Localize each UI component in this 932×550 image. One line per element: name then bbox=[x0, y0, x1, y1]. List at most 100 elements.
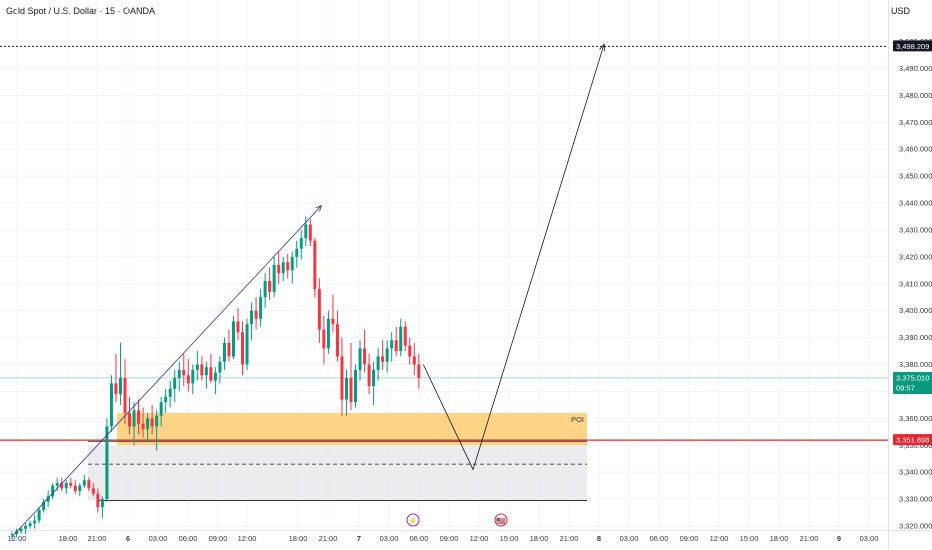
current-price-tag-text: 3,375.010 bbox=[896, 373, 929, 382]
drawings[interactable] bbox=[11, 43, 606, 538]
candle-body bbox=[403, 326, 407, 346]
poi-label: POI bbox=[571, 415, 584, 424]
price-tick-label: 3,380.000 bbox=[899, 360, 932, 369]
candle-body bbox=[390, 340, 394, 349]
candle-body bbox=[105, 426, 109, 500]
trendline-arrowhead bbox=[315, 205, 322, 212]
candle-body bbox=[394, 340, 398, 352]
candle-body bbox=[91, 488, 95, 494]
target-price-tag bbox=[893, 40, 932, 52]
candle-body bbox=[412, 356, 416, 365]
price-tick-label: 3,390.000 bbox=[899, 333, 932, 342]
candle-body bbox=[24, 526, 28, 529]
candle-body bbox=[159, 402, 163, 416]
candle-body bbox=[150, 418, 154, 427]
candle-body bbox=[372, 369, 376, 387]
candle-body bbox=[381, 356, 385, 362]
candle-body bbox=[168, 388, 172, 397]
events[interactable]: ⚡ 🇺🇸 bbox=[406, 513, 508, 527]
time-tick-label: 21:00 bbox=[319, 534, 338, 543]
lightning-event-icon-ring bbox=[406, 513, 420, 527]
time-tick-label: 18:00 bbox=[530, 534, 549, 543]
price-tick-label: 3,470.000 bbox=[899, 118, 932, 127]
lower-zone-box bbox=[88, 445, 587, 501]
candle-body bbox=[182, 369, 186, 376]
lightning-event-icon[interactable]: ⚡ bbox=[406, 513, 420, 527]
us-flag-event-icon[interactable]: 🇺🇸 bbox=[494, 513, 508, 527]
candle-body bbox=[64, 482, 68, 489]
time-tick-label: 03:00 bbox=[380, 534, 399, 543]
candle-body bbox=[209, 367, 213, 381]
candle-body bbox=[114, 383, 118, 395]
candle-body bbox=[118, 377, 122, 395]
time-tick-label: 15:00 bbox=[740, 534, 759, 543]
projection-path[interactable] bbox=[422, 44, 605, 471]
candle-body bbox=[15, 531, 19, 535]
candle-body bbox=[213, 372, 217, 381]
time-tick-label: 03:00 bbox=[149, 534, 168, 543]
candle-body bbox=[60, 482, 64, 489]
price-tick-label: 3,400.000 bbox=[899, 306, 932, 315]
candle-body bbox=[204, 367, 208, 376]
candle-body bbox=[259, 297, 263, 319]
candle-body bbox=[33, 520, 37, 524]
time-tick-label: 18:00 bbox=[770, 534, 789, 543]
candle-body bbox=[173, 377, 177, 389]
candle-body bbox=[376, 356, 380, 370]
candle-body bbox=[254, 310, 258, 319]
time-tick-label: 9 bbox=[837, 534, 841, 543]
candle-body bbox=[290, 256, 294, 271]
candle-body bbox=[385, 348, 389, 362]
candle-body bbox=[137, 410, 141, 424]
price-tick-label: 3,460.000 bbox=[899, 145, 932, 154]
candle-body bbox=[123, 377, 127, 413]
time-tick-label: 12:00 bbox=[710, 534, 729, 543]
price-axis[interactable]: 3,320.000 3,330.000 3,340.000 3,350.000 3,36… bbox=[893, 37, 932, 531]
candle-body bbox=[241, 332, 245, 365]
candle-body bbox=[37, 509, 41, 521]
candle-body bbox=[399, 326, 403, 352]
time-tick-label: 18:00 bbox=[289, 534, 308, 543]
candle-body bbox=[96, 493, 100, 508]
candle-body bbox=[367, 364, 371, 387]
currency-label[interactable]: USD bbox=[890, 6, 910, 16]
price-tick-label: 3,490.000 bbox=[899, 64, 932, 73]
time-tick-label: 15:00 bbox=[500, 534, 519, 543]
candle-body bbox=[164, 396, 168, 403]
blue-trendline[interactable] bbox=[11, 205, 322, 538]
candle-body bbox=[363, 348, 367, 365]
candle-body bbox=[87, 480, 91, 489]
candle-body bbox=[51, 485, 55, 497]
price-tick-label: 3,420.000 bbox=[899, 252, 932, 261]
candle-body bbox=[354, 369, 358, 403]
time-tick-label: 18:00 bbox=[59, 534, 78, 543]
price-tick-label: 3,360.000 bbox=[899, 414, 932, 423]
price-tick-label: 3,440.000 bbox=[899, 199, 932, 208]
candle-body bbox=[277, 264, 281, 273]
projection-arrowhead bbox=[599, 43, 606, 52]
candle-body bbox=[304, 224, 308, 238]
candle-body bbox=[78, 485, 82, 492]
candle-body bbox=[191, 369, 195, 384]
price-tick-label: 3,480.000 bbox=[899, 91, 932, 100]
candle-body bbox=[100, 499, 104, 508]
candle-body bbox=[222, 342, 226, 362]
time-tick-label: 03:00 bbox=[860, 534, 879, 543]
candle-body bbox=[331, 318, 335, 325]
candle-body bbox=[109, 383, 113, 427]
candle-body bbox=[69, 482, 73, 486]
us-flag-event-icon-ring bbox=[494, 513, 508, 527]
time-tick-label: 12:00 bbox=[470, 534, 489, 543]
red-level-tag bbox=[893, 434, 932, 446]
current-price-tag-text: 09:57 bbox=[896, 383, 915, 392]
time-axis[interactable]: 12:00 18:00 21:00 6 03:00 06:00 09:00 12:00 18:0… bbox=[8, 534, 879, 543]
red-level-tag-text: 3,351.898 bbox=[896, 436, 929, 445]
candles bbox=[10, 216, 421, 540]
candle-body bbox=[245, 324, 249, 365]
candle-body bbox=[19, 528, 23, 532]
price-tick-label: 3,350.000 bbox=[899, 441, 932, 450]
time-tick-label: 8 bbox=[597, 534, 601, 543]
time-tick-label: 09:00 bbox=[209, 534, 228, 543]
candle-body bbox=[46, 496, 50, 502]
